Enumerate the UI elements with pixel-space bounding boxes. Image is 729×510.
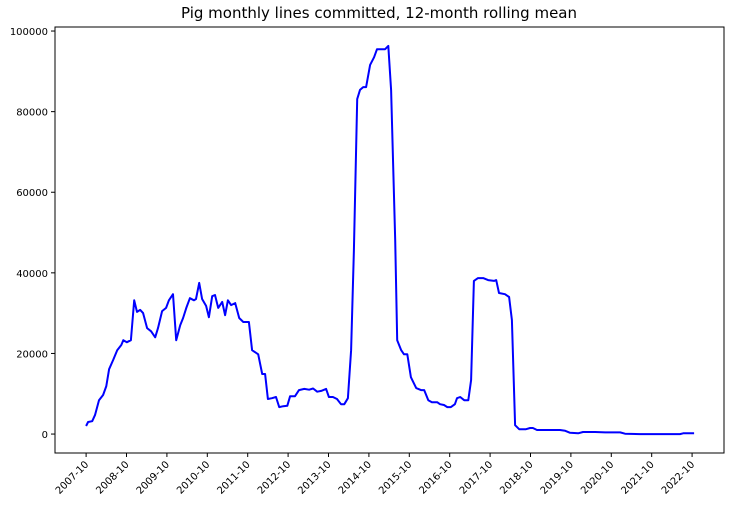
x-tick-label: 2017-10 [458,459,495,496]
y-tick-label: 80000 [16,108,48,119]
y-tick-label: 40000 [16,269,48,280]
x-tick-label: 2013-10 [296,459,333,496]
y-tick-label: 60000 [16,188,48,199]
x-tick-label: 2021-10 [619,459,656,496]
y-tick-label: 20000 [16,349,48,360]
chart-title: Pig monthly lines committed, 12-month ro… [181,4,577,22]
x-tick-label: 2012-10 [256,459,293,496]
x-tick-label: 2018-10 [498,459,535,496]
plot-area [54,26,725,454]
x-tick-label: 2019-10 [539,459,576,496]
x-tick-label: 2020-10 [579,459,616,496]
y-axis: 0 20000 40000 60000 80000 100000 [10,27,55,441]
x-tick-label: 2022-10 [660,459,697,496]
x-tick-label: 2007-10 [54,459,91,496]
x-tick-label: 2015-10 [377,459,414,496]
x-tick-label: 2011-10 [215,459,252,496]
x-axis: 2007-10 2008-10 2009-10 2010-10 2011-10 2012-… [54,453,697,497]
series-line-pig [85,44,695,436]
x-tick-label: 2014-10 [337,459,374,496]
x-tick-label: 2010-10 [175,459,212,496]
y-tick-label: 0 [42,430,48,441]
x-tick-label: 2016-10 [417,459,454,496]
x-tick-label: 2009-10 [135,459,172,496]
y-tick-label: 100000 [10,27,48,38]
x-tick-label: 2008-10 [94,459,131,496]
